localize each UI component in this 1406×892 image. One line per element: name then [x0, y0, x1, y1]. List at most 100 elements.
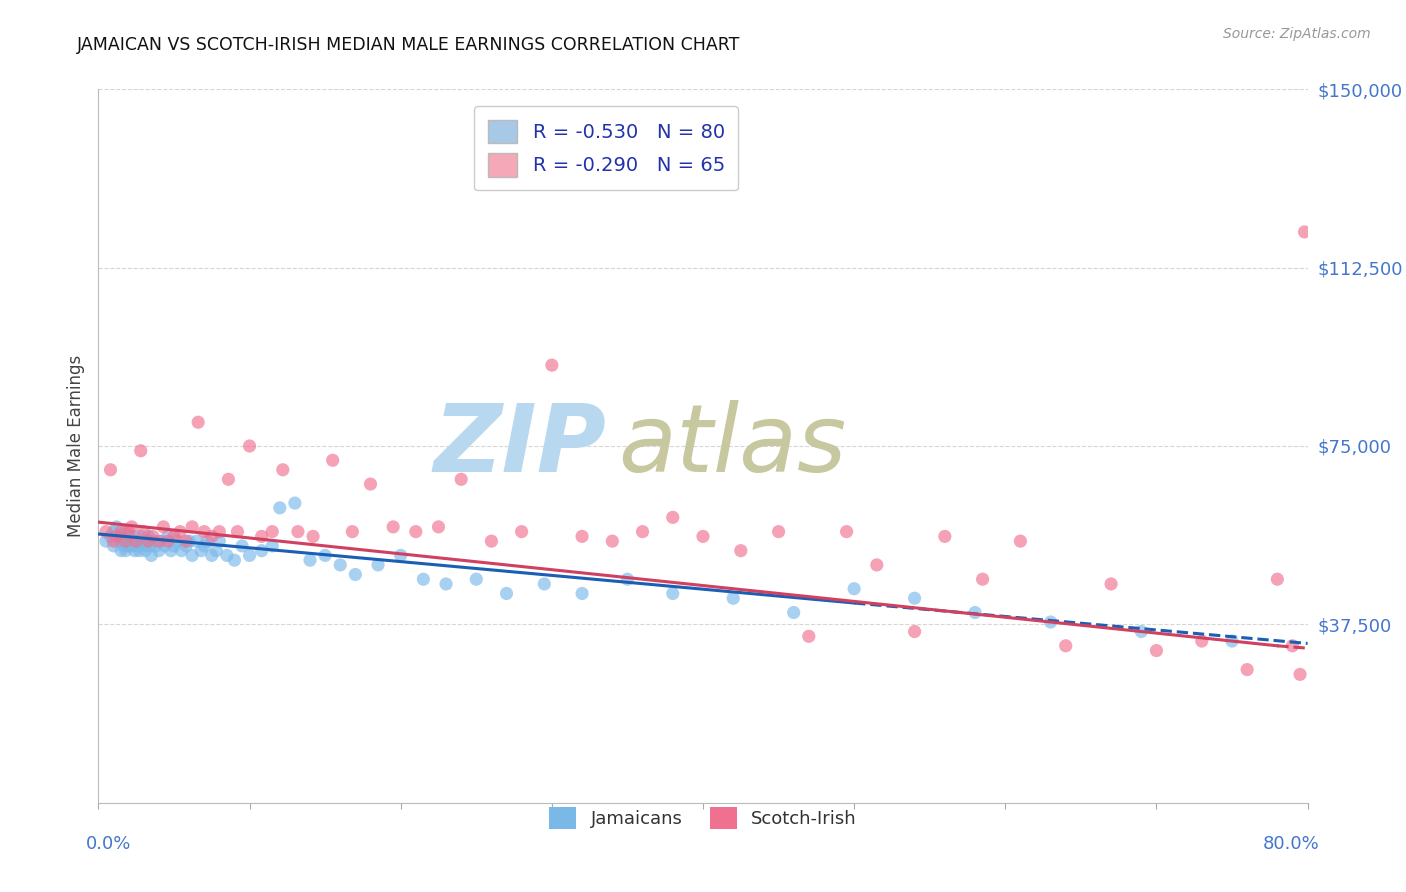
Point [239, 549, 262, 563]
Point [181, 520, 204, 534]
Point [269, 500, 291, 515]
Point [103, 524, 125, 539]
Point [844, 582, 866, 596]
Point [412, 572, 434, 586]
Point [156, 534, 179, 549]
Point [181, 549, 204, 563]
Text: Source: ZipAtlas.com: Source: ZipAtlas.com [1223, 27, 1371, 41]
Point [120, 534, 142, 549]
Point [122, 529, 145, 543]
Point [631, 524, 654, 539]
Point [465, 572, 488, 586]
Point [103, 534, 125, 549]
Point [132, 524, 155, 539]
Point [224, 553, 246, 567]
Point [125, 534, 148, 549]
Point [139, 539, 162, 553]
Point [142, 534, 165, 549]
Point [124, 543, 146, 558]
Point [239, 439, 262, 453]
Point [153, 539, 176, 553]
Point [100, 529, 122, 543]
Point [193, 539, 215, 553]
Point [1054, 639, 1077, 653]
Point [866, 558, 889, 572]
Point [136, 534, 159, 549]
Point [661, 510, 683, 524]
Text: atlas: atlas [619, 401, 846, 491]
Point [166, 534, 188, 549]
Point [105, 529, 128, 543]
Point [226, 524, 249, 539]
Point [797, 629, 820, 643]
Point [1144, 643, 1167, 657]
Point [1099, 577, 1122, 591]
Point [1289, 667, 1312, 681]
Point [972, 572, 994, 586]
Point [262, 524, 284, 539]
Point [450, 472, 472, 486]
Point [904, 624, 927, 639]
Point [533, 577, 555, 591]
Point [129, 443, 152, 458]
Point [100, 463, 122, 477]
Point [105, 520, 128, 534]
Point [114, 534, 136, 549]
Point [156, 529, 179, 543]
Point [730, 543, 752, 558]
Point [783, 606, 806, 620]
Point [835, 524, 858, 539]
Point [360, 477, 382, 491]
Point [1294, 225, 1316, 239]
Point [114, 524, 136, 539]
Point [934, 529, 956, 543]
Point [217, 472, 239, 486]
Point [160, 543, 183, 558]
Point [262, 539, 284, 553]
Point [111, 534, 134, 549]
Point [1191, 634, 1213, 648]
Point [616, 572, 638, 586]
Point [163, 539, 186, 553]
Point [145, 539, 167, 553]
Point [94, 524, 117, 539]
Point [174, 539, 197, 553]
Point [201, 529, 224, 543]
Point [127, 539, 149, 553]
Point [148, 543, 170, 558]
Point [329, 558, 352, 572]
Point [108, 534, 131, 549]
Point [287, 524, 309, 539]
Point [134, 543, 156, 558]
Point [271, 463, 294, 477]
Text: JAMAICAN VS SCOTCH-IRISH MEDIAN MALE EARNINGS CORRELATION CHART: JAMAICAN VS SCOTCH-IRISH MEDIAN MALE EAR… [77, 36, 741, 54]
Point [427, 520, 450, 534]
Point [540, 358, 562, 372]
Point [661, 586, 683, 600]
Point [382, 520, 405, 534]
Point [367, 558, 389, 572]
Point [1281, 639, 1303, 653]
Text: 80.0%: 80.0% [1263, 835, 1320, 853]
Point [201, 549, 224, 563]
Point [110, 543, 132, 558]
Point [965, 606, 987, 620]
Point [195, 534, 218, 549]
Point [205, 543, 228, 558]
Y-axis label: Median Male Earnings: Median Male Earnings [66, 355, 84, 537]
Point [1267, 572, 1289, 586]
Point [141, 549, 163, 563]
Point [215, 549, 238, 563]
Point [510, 524, 533, 539]
Point [103, 539, 125, 553]
Point [250, 543, 273, 558]
Point [231, 539, 253, 553]
Point [187, 415, 209, 429]
Point [94, 534, 117, 549]
Point [193, 524, 215, 539]
Point [571, 529, 593, 543]
Point [208, 534, 231, 549]
Point [152, 520, 174, 534]
Point [110, 529, 132, 543]
Point [132, 539, 155, 553]
